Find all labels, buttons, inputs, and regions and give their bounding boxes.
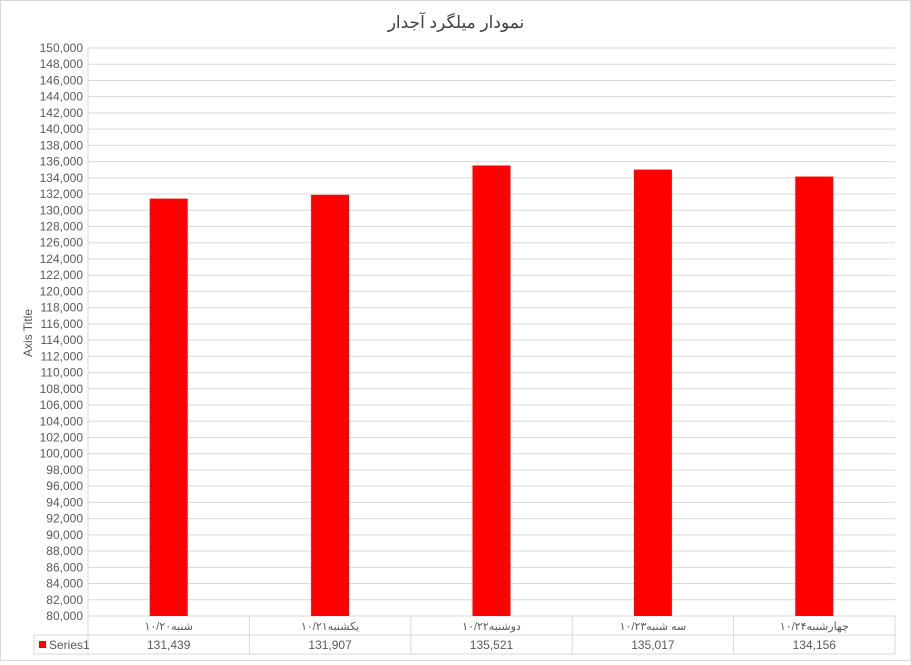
y-tick-label: 104,000	[40, 414, 84, 428]
y-tick-label: 148,000	[40, 57, 84, 71]
y-tick-label: 82,000	[46, 593, 83, 607]
value-label: 134,156	[793, 638, 837, 652]
y-tick-label: 138,000	[40, 138, 84, 152]
bar	[633, 169, 672, 616]
bar	[795, 176, 834, 616]
y-tick-label: 88,000	[46, 544, 83, 558]
category-label: دوشنبه۱۰/۲۲	[462, 621, 521, 633]
chart-title: نمودار میلگرد آجدار	[387, 11, 525, 32]
y-tick-label: 108,000	[40, 382, 84, 396]
bar	[311, 194, 350, 616]
y-tick-label: 136,000	[40, 155, 84, 169]
bar	[149, 198, 188, 616]
y-tick-label: 86,000	[46, 560, 83, 574]
y-tick-label: 132,000	[40, 187, 84, 201]
y-tick-label: 124,000	[40, 252, 84, 266]
y-tick-label: 80,000	[46, 609, 83, 623]
y-tick-label: 100,000	[40, 447, 84, 461]
value-label: 135,017	[631, 638, 675, 652]
y-tick-label: 146,000	[40, 73, 84, 87]
y-tick-label: 128,000	[40, 220, 84, 234]
legend-key	[39, 641, 46, 648]
y-tick-label: 90,000	[46, 528, 83, 542]
value-label: 135,521	[470, 638, 514, 652]
value-label: 131,907	[308, 638, 352, 652]
category-label: سه شنبه۱۰/۲۳	[620, 621, 687, 633]
y-axis-title: Axis Title	[21, 309, 35, 357]
y-tick-label: 112,000	[41, 349, 84, 363]
bar	[472, 165, 511, 616]
y-tick-label: 150,000	[40, 41, 84, 55]
y-tick-label: 84,000	[46, 577, 83, 591]
y-tick-label: 130,000	[40, 203, 84, 217]
y-tick-label: 116,000	[41, 317, 84, 331]
y-tick-label: 120,000	[40, 284, 84, 298]
y-tick-label: 134,000	[40, 171, 84, 185]
y-tick-label: 142,000	[40, 106, 84, 120]
y-tick-label: 118,000	[41, 301, 84, 315]
y-tick-label: 140,000	[40, 122, 84, 136]
y-tick-label: 102,000	[40, 430, 84, 444]
category-label: یکشنبه۱۰/۲۱	[301, 621, 359, 633]
y-tick-label: 96,000	[46, 479, 83, 493]
y-tick-label: 110,000	[41, 366, 84, 380]
y-tick-label: 122,000	[40, 268, 84, 282]
y-tick-label: 98,000	[46, 463, 83, 477]
category-label: شنبه۱۰/۲۰	[144, 621, 192, 633]
y-tick-label: 92,000	[46, 512, 83, 526]
category-label: چهارشنبه۱۰/۲۴	[780, 621, 849, 633]
y-tick-label: 106,000	[40, 398, 84, 412]
y-tick-label: 114,000	[41, 333, 84, 347]
y-tick-label: 144,000	[40, 90, 84, 104]
y-tick-label: 126,000	[40, 236, 84, 250]
legend-series-name: Series1	[49, 638, 90, 652]
value-label: 131,439	[147, 638, 191, 652]
y-tick-label: 94,000	[46, 495, 83, 509]
